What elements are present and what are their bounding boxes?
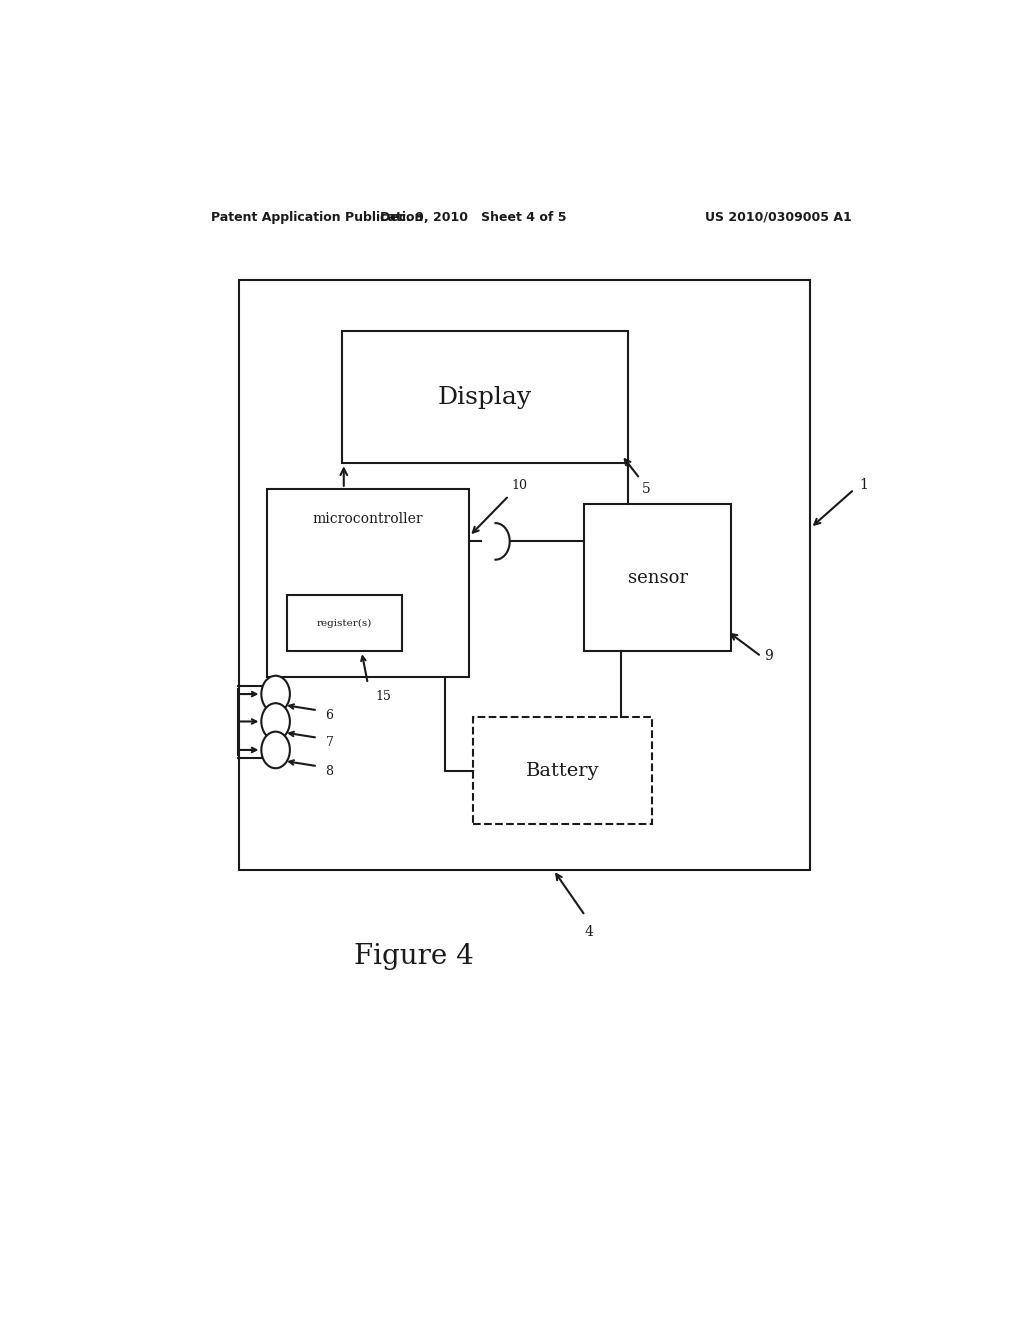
Text: 10: 10 bbox=[511, 479, 527, 491]
Text: 1: 1 bbox=[860, 478, 868, 492]
Text: Patent Application Publication: Patent Application Publication bbox=[211, 211, 424, 224]
Text: 15: 15 bbox=[376, 690, 391, 704]
Bar bbox=[473, 718, 652, 824]
Text: 8: 8 bbox=[326, 764, 334, 777]
Text: US 2010/0309005 A1: US 2010/0309005 A1 bbox=[706, 211, 852, 224]
Text: Battery: Battery bbox=[525, 762, 599, 780]
Circle shape bbox=[261, 731, 290, 768]
Text: Figure 4: Figure 4 bbox=[354, 942, 473, 970]
Text: register(s): register(s) bbox=[316, 619, 372, 628]
Bar bbox=[267, 488, 469, 677]
Text: 5: 5 bbox=[642, 482, 651, 495]
Circle shape bbox=[261, 704, 290, 739]
Bar bbox=[287, 595, 401, 651]
Bar bbox=[585, 504, 731, 651]
Bar bbox=[240, 280, 811, 870]
Bar bbox=[342, 331, 628, 463]
Circle shape bbox=[261, 676, 290, 713]
Text: Dec. 9, 2010   Sheet 4 of 5: Dec. 9, 2010 Sheet 4 of 5 bbox=[380, 211, 566, 224]
Text: Display: Display bbox=[438, 385, 532, 409]
Text: microcontroller: microcontroller bbox=[312, 512, 423, 527]
Text: sensor: sensor bbox=[628, 569, 688, 586]
Text: 9: 9 bbox=[765, 649, 773, 664]
Text: 6: 6 bbox=[326, 709, 334, 722]
Text: 4: 4 bbox=[585, 925, 594, 939]
Text: 7: 7 bbox=[326, 737, 334, 750]
